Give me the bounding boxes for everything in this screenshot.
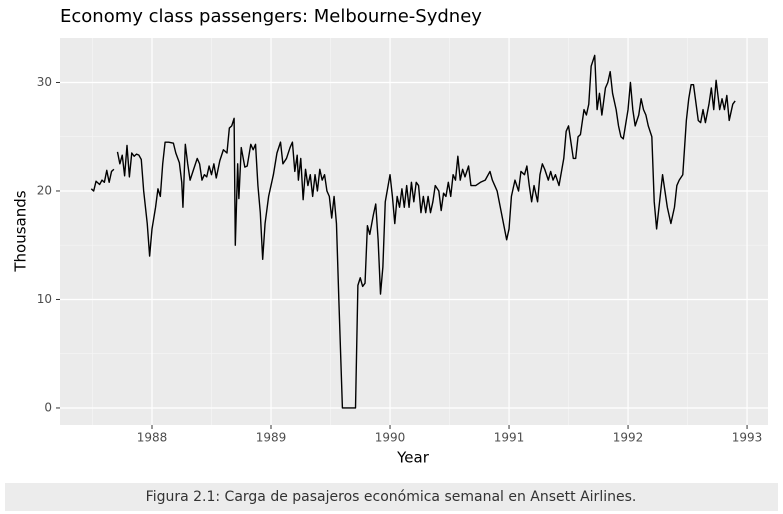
x-tick-label: 1990 <box>375 431 406 445</box>
caption-box <box>5 483 778 511</box>
x-tick-label: 1992 <box>613 431 644 445</box>
caption: Figura 2.1: Carga de pasajeros económica… <box>146 489 637 505</box>
plot-panel <box>60 38 768 425</box>
y-tick-label: 30 <box>37 75 52 89</box>
x-tick-label: 1991 <box>494 431 525 445</box>
x-tick-label: 1989 <box>256 431 287 445</box>
x-tick-label: 1993 <box>732 431 763 445</box>
y-tick-label: 20 <box>37 183 52 197</box>
x-tick-label: 1988 <box>137 431 168 445</box>
x-axis-label: Year <box>396 449 430 467</box>
y-tick-label: 0 <box>44 400 52 414</box>
y-tick-label: 10 <box>37 292 52 306</box>
data-line <box>90 54 736 409</box>
y-axis-label: Thousands <box>12 190 30 272</box>
chart-title: Economy class passengers: Melbourne-Sydn… <box>60 6 482 27</box>
